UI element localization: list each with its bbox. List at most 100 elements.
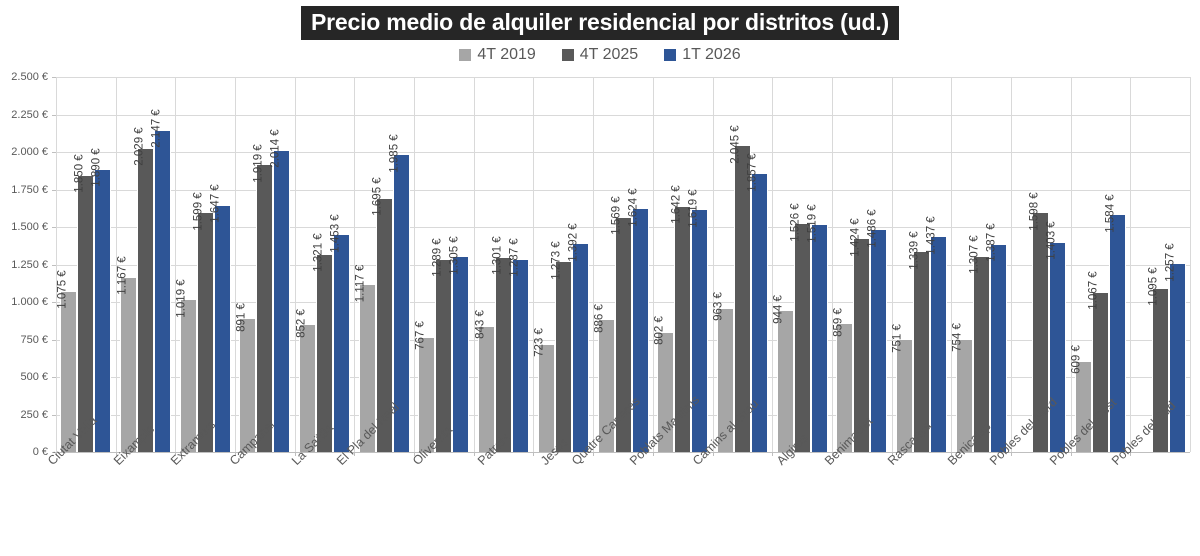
bar-value-label: 1.167 € — [116, 256, 129, 296]
chart-legend: 4T 2019 4T 2025 1T 2026 — [0, 43, 1200, 67]
bar[interactable]: 1.289 € — [431, 238, 453, 452]
bar[interactable]: 1.569 € — [611, 196, 632, 452]
bar[interactable]: 1.273 € — [551, 241, 572, 452]
bar[interactable]: 723 € — [534, 328, 555, 452]
x-axis-tick-mark — [1130, 452, 1131, 456]
bar[interactable]: 1.642 € — [670, 186, 692, 452]
y-axis-tick-mark — [52, 339, 56, 341]
bar[interactable]: 1.985 € — [389, 134, 410, 452]
y-axis-tick-mark — [52, 414, 56, 416]
category-separator — [1130, 77, 1131, 452]
bar[interactable]: 1.167 € — [116, 257, 138, 452]
bar[interactable]: 1.257 € — [1165, 243, 1186, 452]
bar[interactable]: 1.519 € — [807, 204, 828, 452]
bar[interactable]: 1.095 € — [1148, 268, 1169, 452]
bar[interactable]: 1.387 € — [986, 224, 1007, 452]
category-separator — [533, 77, 534, 452]
bar[interactable]: 1.305 € — [448, 236, 470, 452]
bar[interactable]: 1.287 € — [508, 239, 530, 452]
bar[interactable]: 1.624 € — [628, 188, 649, 452]
bar[interactable]: 1.890 € — [90, 148, 112, 452]
bar-value-label: 843 € — [474, 310, 487, 339]
category-separator — [474, 77, 475, 452]
bar-value-label: 1.519 € — [806, 203, 819, 243]
bar-value-label: 1.321 € — [312, 233, 325, 273]
y-axis-tick-mark — [52, 152, 56, 153]
legend-item-1t-2026[interactable]: 1T 2026 — [664, 46, 741, 64]
bar-value-label: 1.437 € — [925, 216, 938, 255]
bar[interactable]: 1.075 € — [56, 271, 78, 452]
bar[interactable]: 1.403 € — [1045, 221, 1067, 452]
bar[interactable]: 1.424 € — [849, 218, 871, 452]
bar[interactable]: 1.392 € — [568, 223, 589, 452]
bar[interactable]: 754 € — [952, 324, 973, 452]
x-axis-tick-mark — [593, 452, 594, 456]
bar[interactable]: 2.045 € — [730, 125, 751, 452]
bar-value-label: 1.985 € — [388, 134, 401, 173]
y-axis-tick-label: 500 € — [20, 371, 48, 383]
legend-item-4t-2019[interactable]: 4T 2019 — [459, 46, 536, 64]
y-axis-tick-mark — [52, 264, 56, 266]
bar-value-label: 944 € — [772, 295, 785, 324]
bar[interactable]: 1.339 € — [909, 231, 930, 452]
bar[interactable]: 802 € — [653, 316, 675, 452]
x-axis-tick-mark — [354, 452, 355, 456]
bar[interactable]: 2.147 € — [150, 110, 172, 452]
x-axis-tick-mark — [235, 452, 236, 456]
bar[interactable]: 852 € — [295, 309, 317, 452]
bar[interactable]: 859 € — [832, 308, 854, 452]
bar[interactable]: 609 € — [1071, 345, 1092, 452]
bar[interactable]: 767 € — [414, 322, 436, 452]
category-separator — [593, 77, 594, 452]
bar[interactable]: 1.019 € — [176, 279, 197, 452]
bar[interactable]: 1.453 € — [329, 214, 351, 452]
x-axis-tick-mark — [474, 452, 475, 456]
bar[interactable]: 1.619 € — [687, 189, 709, 452]
bar-value-label: 1.890 € — [90, 148, 103, 187]
category-separator — [175, 77, 176, 452]
bar[interactable]: 751 € — [892, 324, 913, 452]
bar[interactable]: 1.117 € — [355, 265, 376, 452]
bar-value-label: 609 € — [1070, 345, 1083, 375]
bar[interactable]: 1.486 € — [866, 209, 888, 452]
bar-value-label: 754 € — [951, 323, 964, 353]
bar-value-label: 1.301 € — [491, 236, 504, 276]
bar[interactable]: 1.857 € — [747, 153, 768, 452]
bar[interactable]: 886 € — [594, 304, 615, 452]
bar[interactable]: 1.584 € — [1105, 194, 1126, 452]
bar[interactable]: 1.599 € — [193, 192, 214, 452]
x-axis-tick-mark — [772, 452, 773, 456]
bar-value-label: 1.599 € — [192, 191, 205, 231]
bar[interactable]: 944 € — [773, 295, 794, 452]
bar[interactable]: 1.598 € — [1028, 192, 1050, 452]
bar[interactable]: 2.029 € — [133, 127, 155, 452]
category-separator — [713, 77, 714, 452]
bar[interactable]: 1.695 € — [372, 178, 393, 452]
bar[interactable]: 1.647 € — [210, 185, 231, 452]
bar[interactable]: 1.307 € — [969, 236, 990, 452]
bar[interactable]: 1.301 € — [491, 237, 513, 452]
legend-item-4t-2025[interactable]: 4T 2025 — [561, 46, 638, 64]
bar-value-label: 1.305 € — [448, 236, 461, 275]
bar[interactable]: 891 € — [235, 303, 257, 452]
bar[interactable]: 1.067 € — [1088, 272, 1109, 452]
bar[interactable]: 1.321 € — [312, 234, 334, 452]
bar-value-label: 1.584 € — [1104, 194, 1117, 233]
bar-value-label: 1.624 € — [627, 188, 640, 227]
category-separator — [1190, 77, 1191, 452]
bar[interactable]: 843 € — [474, 310, 496, 452]
y-axis-tick-label: 750 € — [20, 333, 48, 346]
category-separator — [235, 77, 236, 452]
bar[interactable]: 1.919 € — [252, 144, 274, 452]
bar-value-label: 1.387 € — [985, 223, 998, 263]
bar[interactable]: 2.014 € — [269, 130, 291, 452]
bar-value-label: 1.067 € — [1087, 271, 1100, 311]
legend-swatch-icon — [561, 49, 574, 61]
y-axis-labels: 0 € 250 € 500 € 750 € 1.000 € 1.250 € 1.500 € 1… — [0, 71, 52, 458]
bar-value-label: 1.307 € — [968, 235, 981, 275]
bar[interactable]: 963 € — [713, 292, 734, 452]
bar[interactable]: 1.437 € — [926, 216, 947, 452]
bar[interactable]: 1.526 € — [790, 203, 811, 452]
bar[interactable]: 1.850 € — [73, 154, 95, 452]
bar-value-label: 1.919 € — [252, 143, 265, 183]
